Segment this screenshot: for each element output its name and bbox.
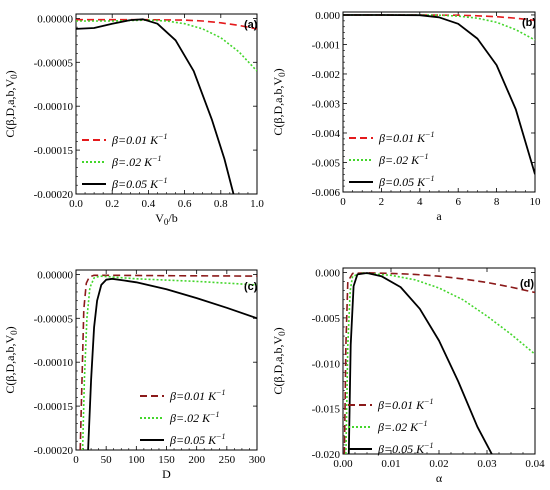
y-tick-label: -0.005 — [312, 313, 341, 325]
y-tick-label: -0.00005 — [34, 57, 74, 69]
x-tick-label: 0.0 — [69, 198, 83, 210]
y-tick-label: -0.002 — [312, 69, 340, 81]
panel-b: 0 2 4 6 8 10 0.000 -0.001 -0.002 -0.003 -0.004 -0.0… — [271, 10, 541, 223]
x-tick-label: 0.03 — [477, 458, 497, 470]
x-tick-label: 150 — [158, 454, 175, 466]
y-tick-label: -0.003 — [312, 98, 341, 110]
x-axis-label: V0/b — [155, 211, 178, 227]
x-axis-label: D — [162, 467, 171, 481]
legend-entry-2: β=.02 K−1 — [169, 410, 219, 425]
panel-label: (a) — [244, 19, 258, 31]
legend-entry-3: β=0.05 K−1 — [111, 176, 167, 191]
panel-label: (b) — [522, 17, 536, 29]
legend-entry-1: β=0.01 K−1 — [377, 397, 433, 412]
x-tick-label: 0 — [73, 454, 79, 466]
legend-entry-1: β=0.01 K−1 — [111, 132, 167, 147]
series-line-1 — [79, 274, 257, 450]
legend-entry-2: β=.02 K−1 — [378, 152, 428, 167]
series-line-3 — [347, 272, 493, 454]
legend-entry-3: β=0.05 K−1 — [169, 432, 225, 447]
x-tick-label: 0.4 — [142, 198, 156, 210]
x-tick-label: 0.02 — [429, 458, 448, 470]
legend: β=0.01 K−1 β=.02 K−1 β=0.05 K−1 — [82, 132, 167, 191]
x-tick-label: 8 — [494, 196, 500, 208]
y-tick-label: -0.00020 — [34, 445, 74, 457]
series-line-3 — [76, 18, 235, 194]
y-axis-label: C(β,D,a,b,V0) — [3, 70, 19, 137]
x-tick-label: 0.8 — [214, 198, 228, 210]
series-line-2 — [345, 272, 535, 454]
x-tick-label: 0.04 — [525, 458, 545, 470]
legend-entry-3: β=0.05 K−1 — [377, 441, 433, 456]
y-tick-label: -0.00015 — [34, 145, 74, 157]
y-tick-label: -0.001 — [312, 39, 340, 51]
y-tick-label: 0.000 — [315, 268, 340, 280]
y-tick-label: -0.015 — [312, 404, 341, 416]
y-tick-label: 0.00000 — [37, 13, 73, 25]
x-tick-label: 0.6 — [178, 198, 192, 210]
y-tick-label: -0.00020 — [34, 189, 74, 201]
y-tick-label: -0.005 — [312, 157, 341, 169]
x-tick-label: 50 — [101, 454, 113, 466]
y-tick-label: -0.00010 — [34, 101, 74, 113]
plot-frame — [342, 11, 536, 193]
x-tick-label: 10 — [530, 196, 542, 208]
x-tick-label: 6 — [455, 196, 461, 208]
x-tick-label: 0.01 — [381, 458, 400, 470]
y-tick-label: -0.020 — [312, 449, 341, 461]
x-tick-label: 300 — [249, 454, 266, 466]
y-tick-label: -0.00005 — [34, 313, 74, 325]
x-axis-label: α — [436, 471, 443, 485]
panel-d: 0.00 0.01 0.02 0.03 0.04 0.000 -0.005 -0.010 -0.… — [271, 267, 545, 485]
legend-entry-1: β=0.01 K−1 — [169, 388, 225, 403]
plot-frame — [342, 267, 536, 455]
y-tick-label: -0.010 — [312, 358, 341, 370]
series-line-3 — [343, 14, 535, 175]
legend: β=0.01 K−1 β=.02 K−1 β=0.05 K−1 — [140, 388, 225, 447]
x-tick-label: 4 — [417, 196, 423, 208]
x-axis-label: a — [436, 209, 442, 223]
series-line-2 — [343, 14, 535, 41]
x-tick-label: 1.0 — [250, 198, 264, 210]
legend-entry-2: β=.02 K−1 — [111, 154, 161, 169]
legend: β=0.01 K−1 β=.02 K−1 β=0.05 K−1 — [349, 130, 434, 189]
x-tick-label: 0 — [340, 196, 346, 208]
plot-frame — [75, 13, 258, 195]
panel-a: 0.0 0.2 0.4 0.6 0.8 1.0 0.00000 -0.00005 -0.0001… — [3, 13, 264, 227]
x-tick-label: 0.00 — [333, 458, 353, 470]
x-tick-label: 2 — [379, 196, 385, 208]
x-tick-label: 100 — [128, 454, 145, 466]
x-tick-label: 200 — [188, 454, 205, 466]
legend-entry-2: β=.02 K−1 — [377, 419, 427, 434]
series-line-2 — [81, 275, 257, 450]
panel-c: 0 50 100 150 200 250 300 0.00000 -0.00005 -0.0001… — [3, 269, 266, 481]
y-tick-label: 0.00000 — [37, 269, 73, 281]
legend-entry-3: β=0.05 K−1 — [378, 174, 434, 189]
y-tick-label: 0.000 — [315, 10, 340, 22]
series-line-3 — [87, 277, 257, 450]
y-axis-label: C(β,D,a,b,V0) — [271, 68, 287, 135]
series-line-1 — [76, 18, 257, 30]
panel-label: (c) — [244, 281, 258, 293]
y-axis-label: C(β,D,a,b,V0) — [271, 327, 287, 394]
series-line-1 — [343, 271, 535, 454]
y-tick-label: -0.006 — [312, 187, 341, 199]
y-tick-label: -0.004 — [312, 128, 341, 140]
plot-frame — [75, 269, 258, 451]
y-tick-label: -0.00010 — [34, 357, 74, 369]
x-tick-label: 250 — [219, 454, 236, 466]
series-line-2 — [76, 19, 257, 72]
legend: β=0.01 K−1 β=.02 K−1 β=0.05 K−1 — [348, 397, 433, 456]
panel-label: (d) — [520, 278, 534, 290]
y-axis-label: C(β,D,a,b,V0) — [3, 326, 19, 393]
legend-entry-1: β=0.01 K−1 — [378, 130, 434, 145]
y-tick-label: -0.00015 — [34, 401, 74, 413]
x-tick-label: 0.2 — [105, 198, 119, 210]
